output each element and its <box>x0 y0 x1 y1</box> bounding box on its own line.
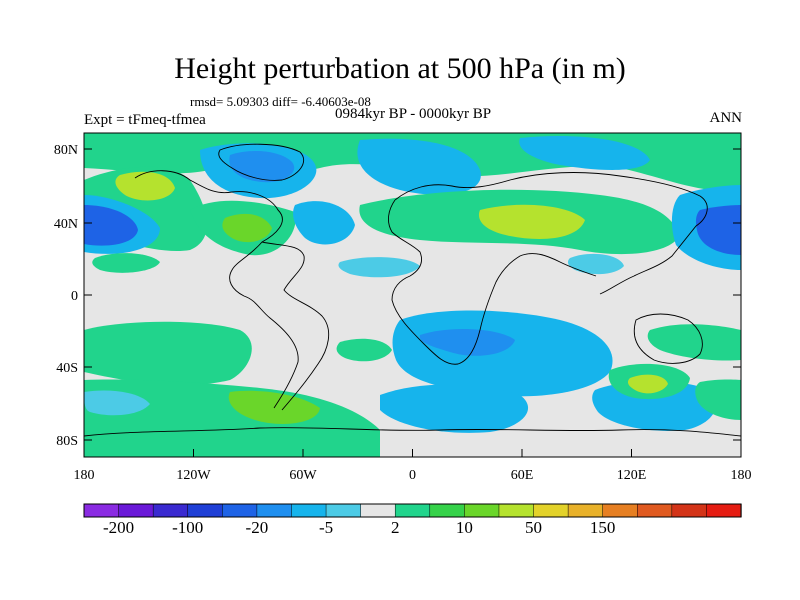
coastline-americas-east <box>261 241 330 411</box>
plot-title: Height perturbation at 500 hPa (in m) <box>174 52 626 85</box>
coastline-greenland <box>218 143 305 181</box>
lon-tick-label: 60W <box>289 468 317 483</box>
colorbar-swatch <box>325 503 362 518</box>
colorbar-swatch <box>256 503 293 518</box>
colorbar-swatches <box>83 503 742 518</box>
region-se-pacific-green <box>695 379 741 420</box>
colorbar-swatch <box>429 503 466 518</box>
colorbar-swatch <box>222 503 258 518</box>
region-antarctic-blue-east <box>380 384 529 433</box>
region-alaska-core <box>115 171 175 201</box>
region-south-indian-core <box>419 328 515 356</box>
lat-tick-label: 80N <box>54 143 78 158</box>
lat-tick-label: 80S <box>56 434 78 449</box>
colorbar-swatch <box>152 503 189 518</box>
region-southern-ocean-green <box>84 379 380 457</box>
coastline-australia <box>633 313 703 364</box>
coastlines <box>84 143 741 437</box>
lat-tick-label: 40S <box>56 361 78 376</box>
lon-tick-label: 60E <box>511 468 534 483</box>
colorbar-swatch <box>637 503 673 518</box>
region-indian-blue <box>567 253 624 275</box>
lon-tick-label: 120W <box>176 468 211 483</box>
colorbar-swatch <box>291 503 327 518</box>
colorbar-swatch <box>602 503 638 518</box>
colorbar-swatch <box>533 503 569 518</box>
region-australia-south-core <box>627 374 668 394</box>
colorbar-label: 50 <box>525 518 542 537</box>
colorbar-swatch <box>394 503 431 518</box>
region-tropical-atlantic-blue <box>338 257 420 278</box>
colorbar-swatch <box>187 503 223 518</box>
lon-tick-label: 180 <box>731 468 752 483</box>
lat-axis: 80N 40N 0 40S 80S <box>54 143 741 449</box>
colorbar-label: -5 <box>319 518 333 537</box>
region-eurasia-core <box>478 204 585 239</box>
lon-tick-label: 180 <box>74 468 95 483</box>
colorbar-swatch <box>83 503 120 518</box>
colorbar-swatch <box>464 503 500 518</box>
colorbar-swatch <box>567 503 604 518</box>
colorbar-labels: -200 -100 -20 -5 2 10 50 150 <box>103 518 615 537</box>
colorbar-label: -200 <box>103 518 134 537</box>
coastline-africa-europe <box>388 199 597 365</box>
time-period-label: 0984kyr BP - 0000kyr BP <box>334 106 492 122</box>
region-scandinavia-blue <box>357 138 481 195</box>
region-siberia-blue <box>519 136 650 170</box>
lat-tick-label: 0 <box>71 289 78 304</box>
lon-tick-label: 120E <box>617 468 647 483</box>
region-natlantic-blue <box>293 201 355 245</box>
region-sepacific-green <box>84 321 252 386</box>
coastline-eurasia-north <box>394 172 708 295</box>
colorbar-swatch <box>706 503 742 518</box>
region-wpacific-green <box>647 324 741 361</box>
colorbar-swatch <box>360 503 396 518</box>
colorbar-label: -100 <box>172 518 203 537</box>
region-npacific-core <box>84 205 138 246</box>
colorbar-label: 150 <box>590 518 616 537</box>
lon-axis: 180 120W 60W 0 60E 120E 180 <box>74 449 752 483</box>
lon-tick-label: 0 <box>409 468 416 483</box>
lat-tick-label: 40N <box>54 217 78 232</box>
coastline-antarctica <box>84 427 741 437</box>
season-label: ANN <box>709 110 743 126</box>
map-field <box>84 133 741 457</box>
coastline-americas-west <box>134 170 299 409</box>
colorbar-label: 2 <box>391 518 400 537</box>
rmsd-diff-stats: rmsd= 5.09303 diff= -6.40603e-08 <box>190 94 371 109</box>
region-wnpacific-core <box>695 205 741 255</box>
colorbar-frame <box>83 503 742 518</box>
experiment-label: Expt = tFmeq-tfmea <box>84 112 206 128</box>
colorbar-swatch <box>118 503 154 518</box>
colorbar-swatch <box>671 503 708 518</box>
colorbar-label: 10 <box>456 518 473 537</box>
region-satlantic-green <box>336 338 392 362</box>
colorbar-swatch <box>498 503 535 518</box>
colorbar-label: -20 <box>246 518 269 537</box>
region-namerica-core <box>222 213 272 243</box>
region-antarctic-blue-west <box>84 390 150 416</box>
region-tropical-pacific-green <box>92 253 160 273</box>
